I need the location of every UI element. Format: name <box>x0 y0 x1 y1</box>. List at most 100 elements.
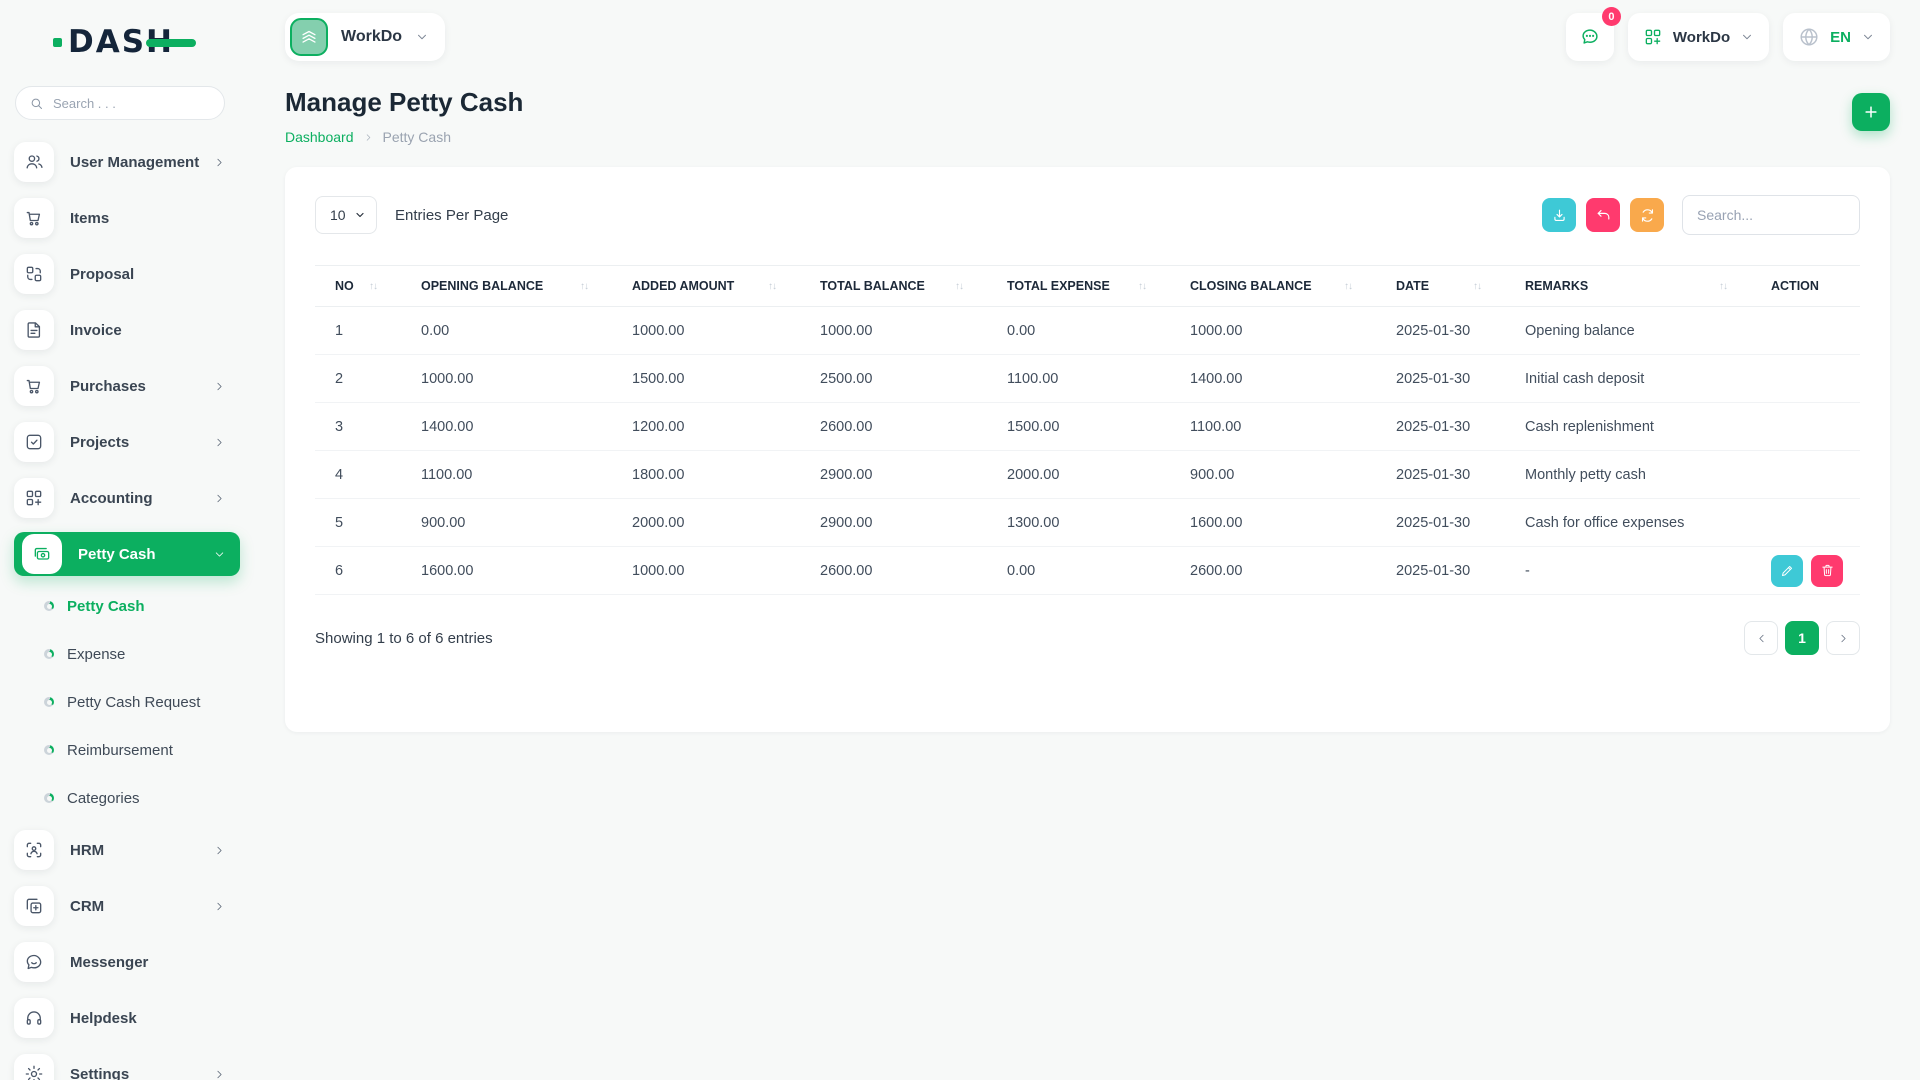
main-content: WorkDo 0 WorkDo EN Manage Petty Cash <box>240 0 1920 732</box>
sidebar-subitem-petty-cash-request[interactable]: Petty Cash Request <box>0 684 240 720</box>
table-row: 5 900.00 2000.00 2900.00 1300.00 1600.00… <box>315 498 1860 547</box>
cell-action <box>1751 498 1860 547</box>
sidebar-item-purchases[interactable]: Purchases <box>14 364 240 408</box>
sidebar-search-input[interactable] <box>53 95 211 111</box>
column-header-total-balance[interactable]: TOTAL BALANCE <box>800 265 987 307</box>
cell-total-balance: 2900.00 <box>800 498 987 547</box>
sidebar-item-items[interactable]: Items <box>14 196 240 240</box>
sidebar-item-label: Projects <box>70 433 130 451</box>
column-header-closing-balance[interactable]: CLOSING BALANCE <box>1170 265 1376 307</box>
cell-no: 5 <box>315 498 401 547</box>
cell-date: 2025-01-30 <box>1376 450 1505 499</box>
sidebar-item-accounting[interactable]: Accounting <box>14 476 240 520</box>
pagination-next-button[interactable] <box>1826 621 1860 655</box>
sort-icon[interactable] <box>1138 281 1146 292</box>
column-header-no[interactable]: NO <box>315 265 401 307</box>
sort-icon[interactable] <box>369 281 377 292</box>
sidebar-item-label: Petty Cash <box>78 545 156 563</box>
column-header-opening-balance[interactable]: OPENING BALANCE <box>401 265 612 307</box>
cell-remarks: Initial cash deposit <box>1505 354 1751 403</box>
sidebar-subitem-petty-cash[interactable]: Petty Cash <box>0 588 240 624</box>
cell-total-expense: 1300.00 <box>987 498 1170 547</box>
sidebar-item-label: CRM <box>70 897 105 915</box>
cell-opening: 0.00 <box>401 306 612 355</box>
cell-date: 2025-01-30 <box>1376 402 1505 451</box>
chevron-down-icon <box>213 548 226 561</box>
table-tools <box>1532 195 1860 235</box>
petty-cash-table: NO OPENING BALANCE ADDED AMOUNT TOTAL BA… <box>315 265 1860 595</box>
sidebar-item-hrm[interactable]: HRM <box>14 828 240 872</box>
column-header-total-expense[interactable]: TOTAL EXPENSE <box>987 265 1170 307</box>
sort-icon[interactable] <box>580 281 588 292</box>
cell-total-balance: 2600.00 <box>800 546 987 595</box>
sidebar-subitem-expense[interactable]: Expense <box>0 636 240 672</box>
entries-select[interactable]: 10 <box>315 196 377 234</box>
sidebar-item-helpdesk[interactable]: Helpdesk <box>14 996 240 1040</box>
cell-added: 1200.00 <box>612 402 800 451</box>
chevron-right-icon <box>213 380 226 393</box>
sidebar-item-petty-cash[interactable]: Petty Cash <box>14 532 240 576</box>
app-switcher[interactable]: WorkDo <box>285 13 446 61</box>
table-row: 2 1000.00 1500.00 2500.00 1100.00 1400.0… <box>315 354 1860 403</box>
chevron-right-icon <box>363 132 374 143</box>
petty-cash-submenu: Petty Cash Expense Petty Cash Request Re… <box>0 588 240 816</box>
workspace-selector[interactable]: WorkDo <box>1627 13 1770 61</box>
sidebar-item-user-management[interactable]: User Management <box>14 140 240 184</box>
add-petty-cash-button[interactable] <box>1852 93 1890 131</box>
sidebar-subitem-categories[interactable]: Categories <box>0 780 240 816</box>
delete-row-button[interactable] <box>1811 554 1843 587</box>
sort-icon[interactable] <box>1473 281 1481 292</box>
sort-icon[interactable] <box>1719 281 1727 292</box>
entries-label: Entries Per Page <box>395 206 509 224</box>
sidebar-subitem-reimbursement[interactable]: Reimbursement <box>0 732 240 768</box>
sort-icon[interactable] <box>768 281 776 292</box>
sidebar-item-projects[interactable]: Projects <box>14 420 240 464</box>
chevron-right-icon <box>213 492 226 505</box>
language-label: EN <box>1830 28 1851 46</box>
breadcrumb-dashboard-link[interactable]: Dashboard <box>285 129 354 145</box>
sort-icon[interactable] <box>955 281 963 292</box>
cell-opening: 1600.00 <box>401 546 612 595</box>
messages-button[interactable]: 0 <box>1565 7 1621 61</box>
cart-icon <box>14 366 54 406</box>
table-search-input[interactable] <box>1682 195 1860 235</box>
sort-icon[interactable] <box>1344 281 1352 292</box>
cell-no: 3 <box>315 402 401 451</box>
cell-action <box>1751 546 1860 595</box>
cell-total-balance: 2600.00 <box>800 402 987 451</box>
language-selector[interactable]: EN <box>1783 13 1890 61</box>
chevron-right-icon <box>213 844 226 857</box>
export-button[interactable] <box>1542 198 1576 232</box>
cell-remarks: Opening balance <box>1505 306 1751 355</box>
cell-total-expense: 2000.00 <box>987 450 1170 499</box>
column-header-remarks[interactable]: REMARKS <box>1505 265 1751 307</box>
pagination-prev-button[interactable] <box>1744 621 1778 655</box>
cell-added: 1500.00 <box>612 354 800 403</box>
cell-date: 2025-01-30 <box>1376 354 1505 403</box>
page-title: Manage Petty Cash <box>285 87 524 117</box>
sidebar-item-proposal[interactable]: Proposal <box>14 252 240 296</box>
column-header-date[interactable]: DATE <box>1376 265 1505 307</box>
sidebar-item-label: Purchases <box>70 377 146 395</box>
column-header-added-amount[interactable]: ADDED AMOUNT <box>612 265 800 307</box>
page-header: Manage Petty Cash Dashboard Petty Cash <box>285 87 1890 145</box>
sidebar-item-settings[interactable]: Settings <box>14 1052 240 1080</box>
sidebar-search[interactable] <box>15 86 225 120</box>
pagination-page-1-button[interactable]: 1 <box>1785 621 1819 655</box>
showing-entries-text: Showing 1 to 6 of 6 entries <box>315 629 493 647</box>
refresh-button[interactable] <box>1630 198 1664 232</box>
sidebar-item-crm[interactable]: CRM <box>14 884 240 928</box>
undo-button[interactable] <box>1586 198 1620 232</box>
app-switcher-label: WorkDo <box>341 28 403 45</box>
sidebar-item-messenger[interactable]: Messenger <box>14 940 240 984</box>
trash-icon <box>1820 563 1835 578</box>
edit-row-button[interactable] <box>1771 554 1803 587</box>
cell-total-expense: 0.00 <box>987 306 1170 355</box>
cell-total-balance: 2500.00 <box>800 354 987 403</box>
bullet-icon <box>44 793 54 803</box>
brand-logo[interactable]: DASH <box>53 24 196 60</box>
sidebar-nav: User Management Items Proposal Invoice P… <box>0 140 240 1080</box>
subitem-label: Petty Cash <box>67 597 145 615</box>
sidebar-item-invoice[interactable]: Invoice <box>14 308 240 352</box>
building-icon <box>290 18 328 56</box>
